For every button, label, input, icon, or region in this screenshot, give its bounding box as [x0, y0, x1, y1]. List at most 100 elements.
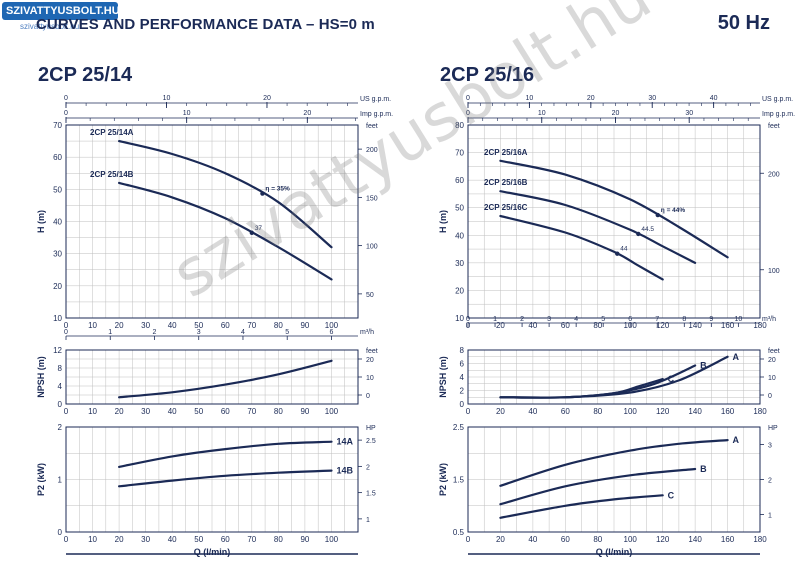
left-power-ytick-label: 0	[58, 528, 63, 537]
left-power-ytick-label: 1	[58, 476, 63, 485]
right-head-xtick-label: 80	[593, 321, 602, 330]
right-axis-1-tick-label: 0	[466, 110, 470, 117]
left-power-right-tick-label: 1.5	[366, 491, 376, 498]
left-head-xtick-label: 90	[300, 321, 309, 330]
right-axis-0-tick-label: 30	[648, 95, 656, 102]
right-m3h-tick-label: 0	[466, 316, 470, 323]
logo-text: SZIVATTYUSBOLT.HU	[6, 5, 120, 17]
right-head-ytick-label: 40	[455, 231, 464, 240]
right-power-right-tick-label: 1	[768, 513, 772, 520]
right-npsh-ytick-label: 0	[460, 400, 465, 409]
right-efficiency-point	[655, 212, 660, 218]
right-xlabel: Q (l/min)	[596, 547, 633, 557]
left-power-ytick-label: 2	[58, 423, 63, 432]
right-head-xtick-label: 40	[528, 321, 537, 330]
left-power-xtick-label: 50	[194, 535, 203, 544]
right-head-xtick-label: 160	[721, 321, 735, 330]
left-m3h-tick-label: 0	[64, 329, 68, 336]
left-power-xtick-label: 60	[221, 535, 230, 544]
right-power-right-unit: HP	[768, 425, 778, 432]
left-model-title: 2CP 25/14	[38, 64, 133, 86]
right-npsh-xtick-label: 100	[624, 407, 638, 416]
right-axis-1-unit: Imp g.p.m.	[762, 111, 795, 118]
right-npsh-xtick-label: 80	[593, 407, 602, 416]
left-head-xtick-label: 80	[274, 321, 283, 330]
right-npsh-ytick-label: 8	[460, 346, 465, 355]
right-npsh-right-unit: feet	[768, 348, 780, 355]
right-power-series-label: B	[700, 464, 707, 474]
right-power-series-label: A	[733, 435, 740, 445]
left-power-xtick-label: 80	[274, 535, 283, 544]
left-power-series-label: 14B	[336, 466, 353, 476]
right-power-xtick-label: 0	[466, 535, 471, 544]
left-head-ytick-label: 20	[53, 282, 62, 291]
left-npsh-ytick-label: 8	[58, 364, 63, 373]
right-npsh-series-label: C	[668, 374, 675, 384]
left-power-series-0	[118, 440, 333, 468]
right-head-right-tick-label: 200	[768, 171, 780, 178]
left-head-xtick-label: 100	[325, 321, 339, 330]
right-npsh-series-label: B	[700, 361, 707, 371]
left-npsh-xtick-label: 0	[64, 407, 69, 416]
left-npsh-ytick-label: 0	[58, 400, 63, 409]
right-head-ytick-label: 50	[455, 204, 464, 213]
right-axis-0-tick-label: 0	[466, 95, 470, 102]
right-m3h-tick-label: 2	[520, 316, 524, 323]
left-npsh-xtick-label: 80	[274, 407, 283, 416]
left-head-frame	[65, 124, 359, 319]
left-head-ytick-label: 50	[53, 185, 62, 194]
right-power-ylabel: P2 (kW)	[438, 463, 448, 496]
left-power-xtick-label: 30	[141, 535, 150, 544]
left-axis-0-tick-label: 20	[263, 95, 271, 102]
right-axis-0-unit: US g.p.m.	[762, 96, 793, 103]
left-head-ytick-label: 70	[53, 121, 62, 130]
right-npsh-xtick-label: 60	[561, 407, 570, 416]
right-head-series-label: 2CP 25/16C	[484, 203, 528, 212]
logo-subtext: szivattyusbolt.hu	[20, 22, 80, 31]
right-npsh-xtick-label: 0	[466, 407, 471, 416]
left-npsh-xtick-label: 40	[168, 407, 177, 416]
right-axis-1-tick-label: 30	[685, 110, 693, 117]
right-model-title: 2CP 25/16	[440, 64, 535, 86]
left-head-ytick-label: 40	[53, 218, 62, 227]
left-npsh-xtick-label: 60	[221, 407, 230, 416]
right-axis-0-tick-label: 40	[710, 95, 718, 102]
right-axis-1-tick-label: 10	[538, 110, 546, 117]
left-head-xtick-label: 60	[221, 321, 230, 330]
right-npsh-xtick-label: 160	[721, 407, 735, 416]
right-head-ytick-label: 10	[455, 314, 464, 323]
left-head-right-tick-label: 150	[366, 195, 378, 202]
right-m3h-tick-label: 4	[574, 316, 578, 323]
right-head-ytick-label: 80	[455, 121, 464, 130]
left-npsh-right-unit: feet	[366, 348, 378, 355]
left-power-xtick-label: 10	[88, 535, 97, 544]
left-power-ylabel: P2 (kW)	[36, 463, 46, 496]
right-npsh-series-label: A	[733, 352, 740, 362]
right-m3h-tick-label: 1	[493, 316, 497, 323]
left-m3h-tick-label: 5	[285, 329, 289, 336]
left-head-ytick-label: 60	[53, 153, 62, 162]
right-m3h-unit: m³/h	[762, 316, 776, 323]
right-head-right-tick-label: 100	[768, 268, 780, 275]
right-head-series-label: 2CP 25/16A	[484, 148, 528, 157]
left-power-xtick-label: 0	[64, 535, 69, 544]
right-npsh-ytick-label: 4	[460, 373, 465, 382]
left-npsh-ytick-label: 12	[53, 346, 62, 355]
right-npsh-xtick-label: 180	[753, 407, 767, 416]
left-head-series-label: 2CP 25/14B	[90, 170, 134, 179]
left-npsh-right-tick-label: 0	[366, 393, 370, 400]
right-npsh-ytick-label: 6	[460, 360, 465, 369]
left-efficiency-point	[260, 191, 265, 196]
left-npsh-right-tick-label: 10	[366, 375, 374, 382]
left-m3h-tick-label: 3	[197, 329, 201, 336]
site-logo[interactable]: SZIVATTYUSBOLT.HU	[2, 2, 120, 20]
left-axis-1-unit: Imp g.p.m.	[360, 111, 393, 118]
left-power-xtick-label: 100	[325, 535, 339, 544]
right-power-xtick-label: 20	[496, 535, 505, 544]
left-npsh-xtick-label: 10	[88, 407, 97, 416]
left-npsh-xtick-label: 100	[325, 407, 339, 416]
right-npsh-xtick-label: 120	[656, 407, 670, 416]
right-npsh-xtick-label: 20	[496, 407, 505, 416]
left-m3h-tick-label: 6	[330, 329, 334, 336]
left-npsh-series-0	[118, 359, 333, 399]
